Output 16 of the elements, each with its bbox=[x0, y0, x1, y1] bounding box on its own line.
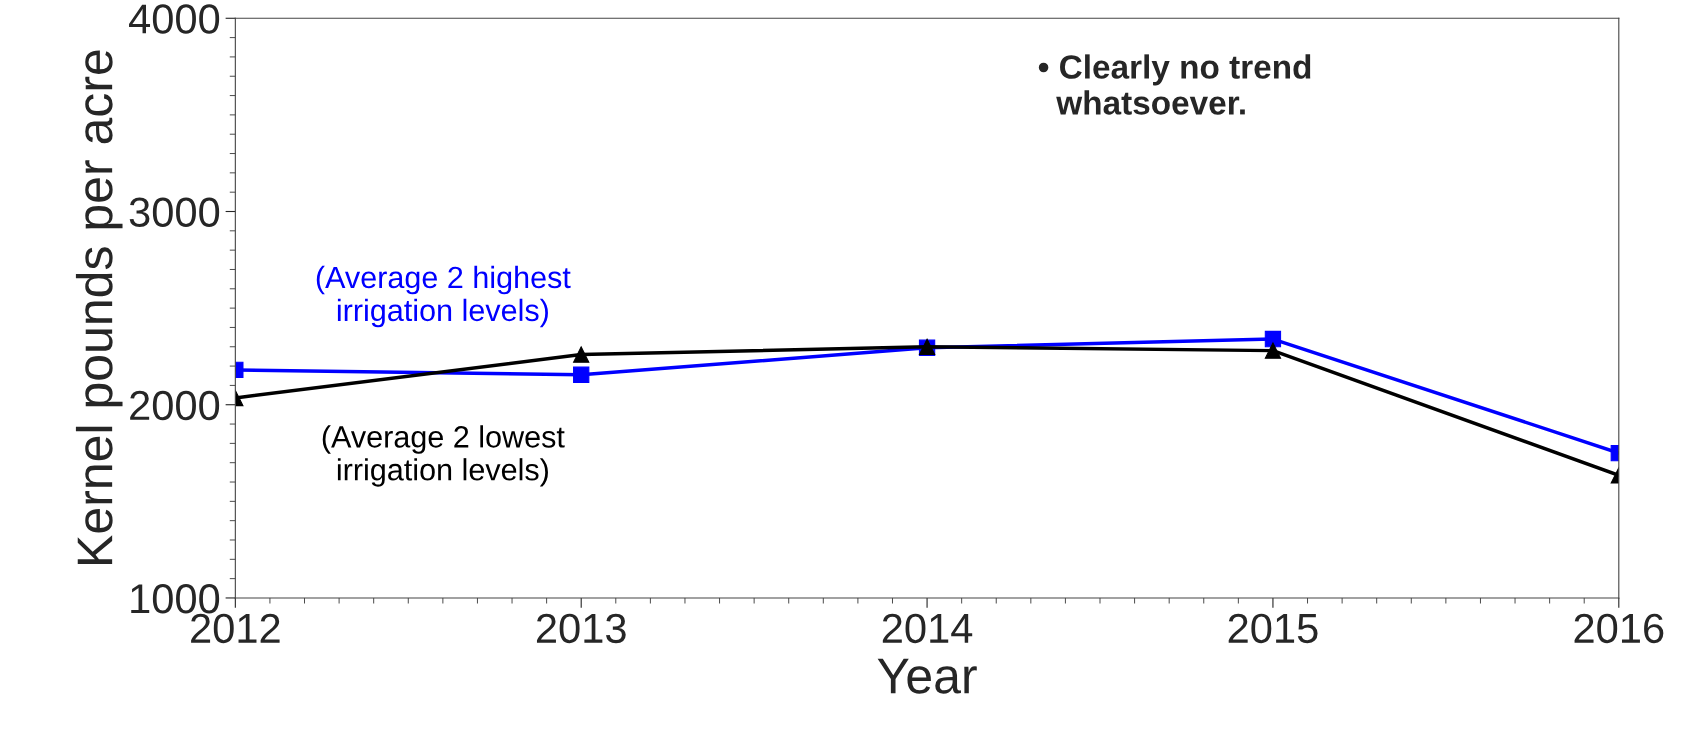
annotation: • Clearly no trend whatsoever. bbox=[1038, 54, 1311, 115]
y-tick-label: 2000 bbox=[130, 390, 220, 421]
series-label: (Average 2 highest irrigation levels) bbox=[316, 265, 571, 328]
y-tick-label: 1000 bbox=[131, 583, 220, 614]
series-label: (Average 2 lowest irrigation levels) bbox=[322, 425, 565, 487]
x-tick-label: 2014 bbox=[882, 613, 973, 644]
x-tick-label: 2015 bbox=[1228, 613, 1318, 644]
x-axis-title: Year bbox=[877, 658, 977, 694]
point bbox=[573, 366, 590, 383]
point bbox=[573, 346, 590, 363]
y-tick-label: 3000 bbox=[129, 197, 220, 228]
x-tick-label: 2012 bbox=[191, 613, 280, 644]
y-axis-title: Kernel pounds per acre bbox=[75, 50, 123, 564]
y-tick-label: 4000 bbox=[129, 4, 220, 34]
x-tick-label: 2016 bbox=[1574, 613, 1664, 644]
x-tick-label: 2013 bbox=[536, 613, 626, 644]
